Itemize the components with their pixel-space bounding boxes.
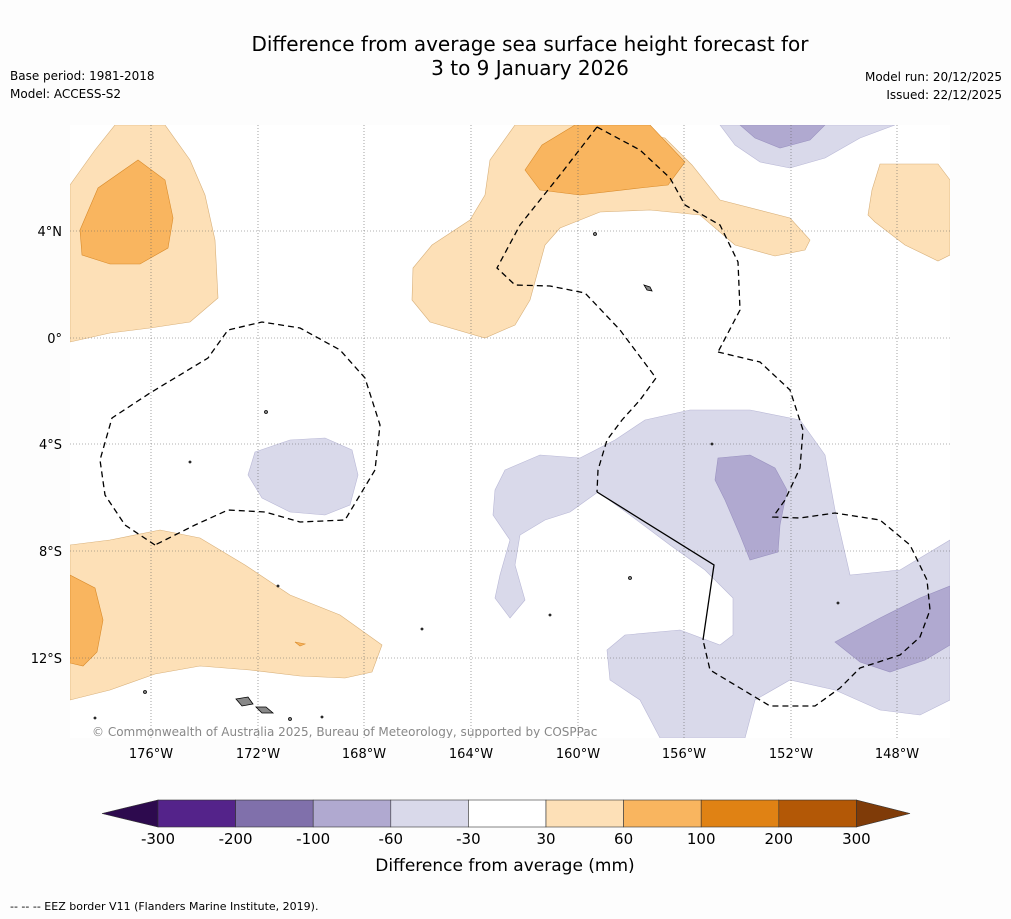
lat-label: 4°N: [38, 225, 63, 240]
anomaly-region-central-west: [247, 437, 359, 516]
colorbar-title: Difference from average (mm): [375, 856, 634, 876]
anomaly-spot-sw: [294, 641, 307, 647]
meta-left: Base period: 1981-2018 Model: ACCESS-S2: [10, 67, 155, 103]
map-title: Difference from average sea surface heig…: [190, 32, 870, 80]
eez-border-central: [596, 126, 741, 353]
island-15: [420, 627, 424, 631]
eez-border-central-west: [496, 126, 657, 493]
anomaly-region-north-central: [411, 125, 811, 339]
issued-date: Issued: 22/12/2025: [886, 88, 1002, 102]
colorbar-tick-label: 30: [536, 830, 555, 848]
colorbar: -300 -200 -100 -60 -30 30 60 100 200 300: [101, 799, 911, 848]
island-10: [288, 717, 292, 721]
lon-label: 172°W: [236, 747, 280, 762]
solid-boundary: [596, 491, 715, 641]
island-14: [836, 601, 840, 605]
lon-label: 148°W: [875, 747, 919, 762]
island-3: [643, 284, 653, 292]
island-2: [255, 706, 275, 714]
title-line-1: Difference from average sea surface heig…: [251, 32, 809, 56]
lon-label: 152°W: [769, 747, 813, 762]
eez-borders: [99, 126, 931, 707]
lat-axis: 4°N 0° 4°S 8°S 12°S: [31, 225, 62, 667]
anomaly-region-ne: [867, 163, 950, 262]
colorbar-tick-label: -100: [296, 830, 330, 848]
anomaly-region-south-east: [492, 409, 950, 738]
lat-label: 12°S: [31, 652, 62, 667]
colorbar-extend-max: [856, 799, 911, 828]
colorbar-segment: [545, 799, 624, 828]
lon-label: 176°W: [129, 747, 173, 762]
island-4: [264, 410, 268, 414]
lat-label: 0°: [47, 332, 62, 347]
anomaly-core-sw: [70, 574, 104, 667]
colorbar-segment: [623, 799, 702, 828]
lon-label: 156°W: [662, 747, 706, 762]
colorbar-tick-label: -30: [456, 830, 481, 848]
island-8: [628, 576, 632, 580]
gridlines: [70, 125, 950, 738]
island-5: [188, 460, 192, 464]
colorbar-tick-label: -60: [379, 830, 404, 848]
colorbar-tick-label: -300: [141, 830, 175, 848]
colorbar-tick-label: 200: [764, 830, 793, 848]
lon-axis: 176°W 172°W 168°W 164°W 160°W 156°W 152°…: [129, 747, 919, 762]
island-12: [93, 716, 97, 720]
island-13: [710, 442, 714, 446]
colorbar-tick-label: 300: [842, 830, 871, 848]
colorbar-extend-min: [101, 799, 159, 828]
colorbar-segment: [312, 799, 392, 828]
lon-label: 164°W: [449, 747, 493, 762]
title-line-2: 3 to 9 January 2026: [431, 56, 629, 80]
island-7: [593, 232, 597, 236]
anomaly-core-north-central: [524, 125, 686, 196]
colorbar-segment: [390, 799, 469, 828]
eez-border-west: [99, 321, 381, 546]
colorbar-segment: [157, 799, 236, 828]
lon-label: 160°W: [556, 747, 600, 762]
model-run: Model run: 20/12/2025: [864, 70, 1002, 84]
anomaly-core-top-right: [739, 125, 826, 149]
colorbar-segment: [778, 799, 857, 828]
lat-label: 4°S: [39, 438, 62, 453]
colorbar-tick-label: 60: [614, 830, 633, 848]
copyright-notice: © Commonwealth of Australia 2025, Bureau…: [92, 725, 597, 739]
island-1: [235, 696, 254, 707]
island-11: [320, 715, 324, 719]
colorbar-segment: [235, 799, 314, 828]
colorbar-segment: [700, 799, 780, 828]
base-period: Base period: 1981-2018: [10, 69, 155, 83]
eez-border-east: [702, 351, 931, 707]
anomaly-core-central: [714, 454, 788, 561]
anomaly-region-sw: [70, 529, 383, 701]
model-name: Model: ACCESS-S2: [10, 87, 122, 101]
eez-legend-footer: -- -- -- EEZ border V11 (Flanders Marine…: [10, 900, 319, 913]
island-16: [276, 584, 280, 588]
meta-right: Model run: 20/12/2025 Issued: 22/12/2025: [865, 68, 1002, 104]
islands: [93, 232, 840, 721]
colorbar-tick-label: 100: [687, 830, 716, 848]
island-6: [143, 690, 147, 694]
lat-label: 8°S: [39, 545, 62, 560]
anomaly-core-nw: [79, 159, 174, 265]
lon-label: 168°W: [342, 747, 386, 762]
map-area: © Commonwealth of Australia 2025, Bureau…: [70, 125, 950, 739]
colorbar-segment: [468, 799, 547, 828]
island-9: [548, 613, 552, 617]
colorbar-tick-label: -200: [219, 830, 253, 848]
